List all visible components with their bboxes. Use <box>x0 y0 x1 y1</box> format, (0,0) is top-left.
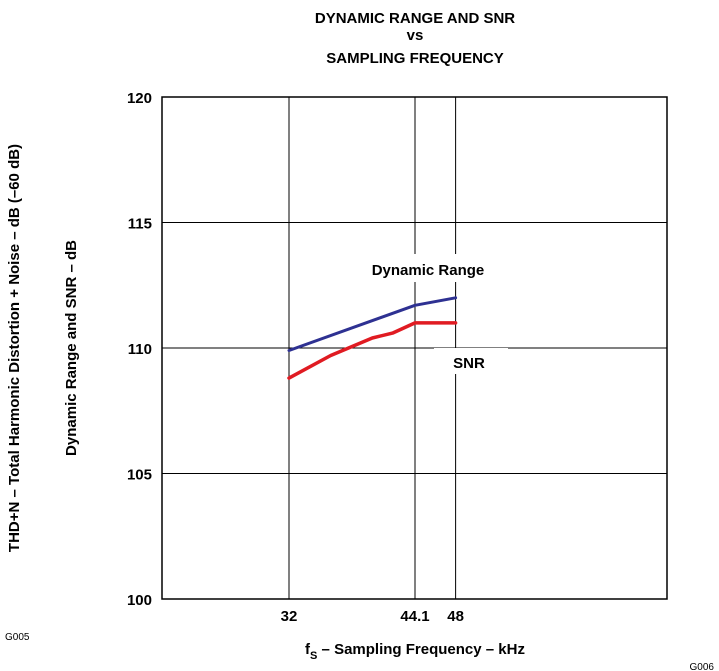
y-tick-label: 105 <box>127 467 152 484</box>
x-tick-label: 44.1 <box>400 608 429 625</box>
y-tick-label: 120 <box>127 90 152 107</box>
x-tick-label: 32 <box>281 608 298 625</box>
y-tick-label: 115 <box>128 216 152 233</box>
figure-code-left: G005 <box>5 632 30 643</box>
series <box>287 296 458 380</box>
series-line-dynamic-range <box>287 296 458 352</box>
y-axis-label-secondary: THD+N – Total Harmonic Distortion + Nois… <box>6 144 23 552</box>
grid <box>161 96 668 600</box>
figure-code-right: G006 <box>690 662 715 671</box>
title-line-2: vs <box>407 27 424 44</box>
series-line-snr <box>287 321 458 380</box>
series-label-backing <box>343 254 513 282</box>
x-axis-label: fS – Sampling Frequency – kHz <box>305 641 525 662</box>
title-line-1: DYNAMIC RANGE AND SNR <box>315 10 515 27</box>
y-axis-label: Dynamic Range and SNR – dB <box>63 240 80 456</box>
series-label-backing <box>434 348 508 374</box>
x-tick-label: 48 <box>447 608 464 625</box>
series-label-snr: SNR <box>453 355 485 372</box>
y-tick-label: 100 <box>127 592 152 609</box>
labels: Dynamic Range SNR 100 105 110 115 120 32 44.1 48 f… <box>5 90 714 671</box>
series-label-dynamic-range: Dynamic Range <box>372 262 485 279</box>
y-tick-label: 110 <box>128 341 152 358</box>
plot-frame <box>161 96 668 600</box>
title-line-3: SAMPLING FREQUENCY <box>326 50 504 67</box>
